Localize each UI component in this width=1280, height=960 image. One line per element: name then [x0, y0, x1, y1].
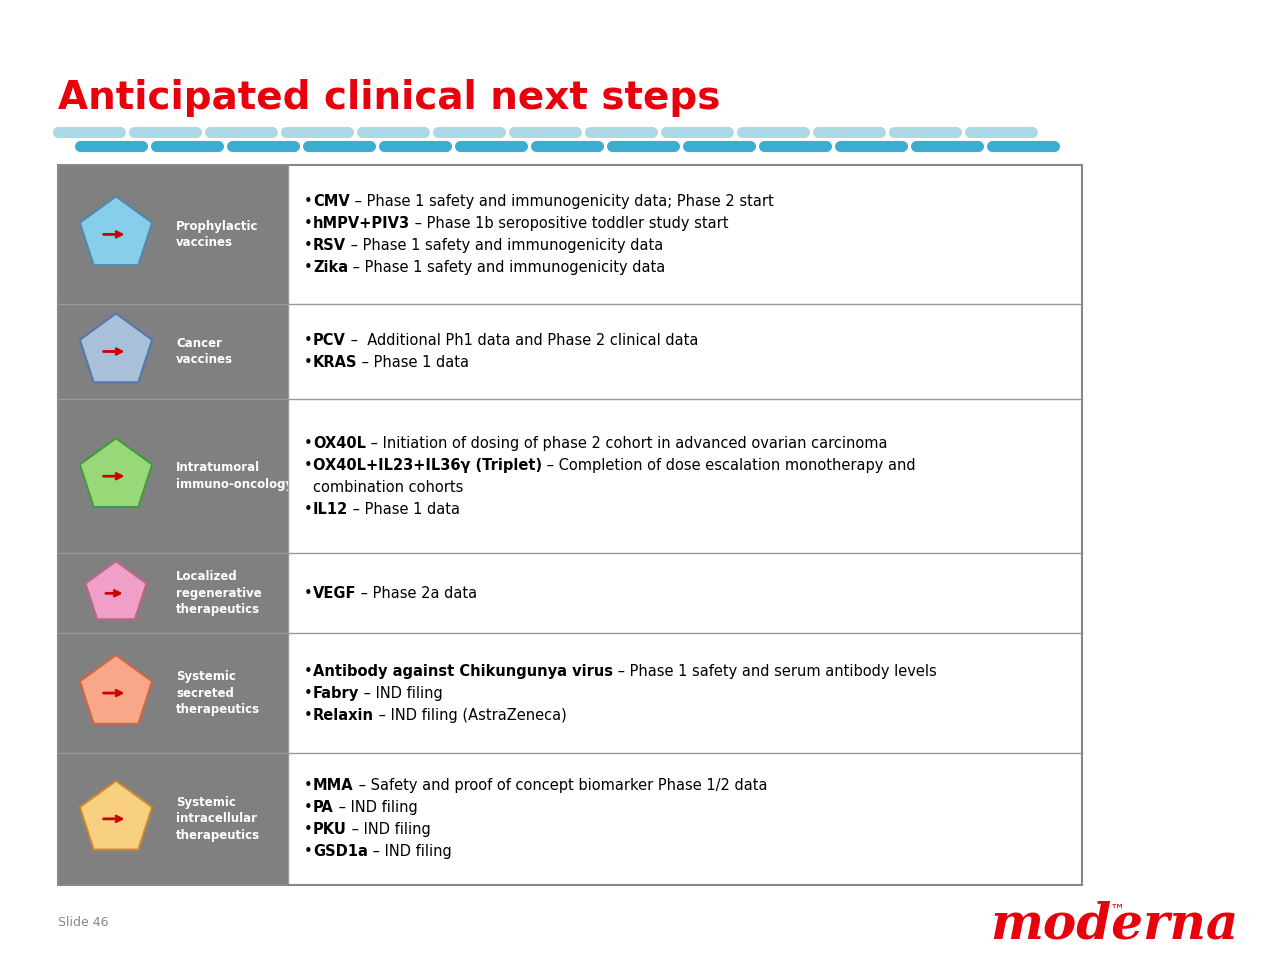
Text: •: •: [305, 458, 312, 472]
Text: •: •: [305, 216, 312, 231]
FancyBboxPatch shape: [58, 634, 288, 753]
Text: KRAS: KRAS: [312, 355, 357, 370]
Polygon shape: [79, 314, 152, 382]
Text: Anticipated clinical next steps: Anticipated clinical next steps: [58, 79, 721, 117]
Text: – IND filing: – IND filing: [360, 685, 443, 701]
Text: – Phase 1 safety and immunogenicity data: – Phase 1 safety and immunogenicity data: [346, 238, 663, 252]
Polygon shape: [79, 438, 152, 507]
Text: Slide 46: Slide 46: [58, 916, 109, 928]
Polygon shape: [79, 655, 152, 724]
FancyBboxPatch shape: [58, 553, 288, 634]
Text: Prophylactic
vaccines: Prophylactic vaccines: [177, 220, 259, 250]
Polygon shape: [79, 197, 152, 265]
Text: – IND filing: – IND filing: [367, 845, 452, 859]
Text: – Safety and proof of concept biomarker Phase 1/2 data: – Safety and proof of concept biomarker …: [353, 779, 767, 793]
Text: Cancer
vaccines: Cancer vaccines: [177, 337, 233, 367]
Polygon shape: [86, 562, 146, 619]
Text: IL12: IL12: [312, 502, 348, 516]
Text: •: •: [305, 238, 312, 252]
Text: hMPV+PIV3: hMPV+PIV3: [312, 216, 410, 231]
Text: VEGF: VEGF: [312, 586, 356, 601]
Text: •: •: [305, 355, 312, 370]
Text: Systemic
intracellular
therapeutics: Systemic intracellular therapeutics: [177, 796, 260, 842]
Text: •: •: [305, 845, 312, 859]
Text: – IND filing: – IND filing: [334, 801, 417, 815]
Text: PA: PA: [312, 801, 334, 815]
Text: •: •: [305, 779, 312, 793]
Text: •: •: [305, 260, 312, 275]
Text: Fabry: Fabry: [312, 685, 360, 701]
FancyBboxPatch shape: [58, 399, 288, 553]
Text: – IND filing: – IND filing: [347, 823, 430, 837]
Text: moderna: moderna: [989, 900, 1238, 949]
Text: – Phase 1 data: – Phase 1 data: [357, 355, 470, 370]
Text: – Phase 1 safety and immunogenicity data; Phase 2 start: – Phase 1 safety and immunogenicity data…: [349, 194, 773, 209]
FancyBboxPatch shape: [58, 165, 288, 303]
Text: Zika: Zika: [312, 260, 348, 275]
Text: – Phase 1 safety and serum antibody levels: – Phase 1 safety and serum antibody leve…: [613, 663, 937, 679]
Text: combination cohorts: combination cohorts: [312, 480, 463, 494]
Text: •: •: [305, 333, 312, 348]
FancyBboxPatch shape: [58, 303, 288, 399]
Text: – Phase 2a data: – Phase 2a data: [356, 586, 477, 601]
Text: PKU: PKU: [312, 823, 347, 837]
Text: Localized
regenerative
therapeutics: Localized regenerative therapeutics: [177, 570, 261, 616]
Text: RSV: RSV: [312, 238, 346, 252]
Text: OX40L+IL23+IL36γ (Triplet): OX40L+IL23+IL36γ (Triplet): [312, 458, 541, 472]
Text: Relaxin: Relaxin: [312, 708, 374, 723]
Text: •: •: [305, 801, 312, 815]
Text: Systemic
secreted
therapeutics: Systemic secreted therapeutics: [177, 670, 260, 716]
Text: •: •: [305, 708, 312, 723]
Text: – Initiation of dosing of phase 2 cohort in advanced ovarian carcinoma: – Initiation of dosing of phase 2 cohort…: [366, 436, 887, 450]
Text: CMV: CMV: [312, 194, 349, 209]
Text: •: •: [305, 194, 312, 209]
Text: •: •: [305, 663, 312, 679]
Text: MMA: MMA: [312, 779, 353, 793]
Text: •: •: [305, 823, 312, 837]
Text: Intratumoral
immuno-oncology: Intratumoral immuno-oncology: [177, 462, 293, 491]
Text: – IND filing (AstraZeneca): – IND filing (AstraZeneca): [374, 708, 567, 723]
Text: ™: ™: [1110, 902, 1125, 918]
Text: GSD1a: GSD1a: [312, 845, 367, 859]
FancyBboxPatch shape: [58, 165, 1082, 885]
FancyBboxPatch shape: [58, 753, 288, 885]
Text: PCV: PCV: [312, 333, 346, 348]
Text: – Phase 1 safety and immunogenicity data: – Phase 1 safety and immunogenicity data: [348, 260, 666, 275]
Text: •: •: [305, 586, 312, 601]
Text: – Completion of dose escalation monotherapy and: – Completion of dose escalation monother…: [541, 458, 915, 472]
Text: OX40L: OX40L: [312, 436, 366, 450]
Text: •: •: [305, 685, 312, 701]
Text: –  Additional Ph1 data and Phase 2 clinical data: – Additional Ph1 data and Phase 2 clinic…: [346, 333, 698, 348]
Text: Antibody against Chikungunya virus: Antibody against Chikungunya virus: [312, 663, 613, 679]
Text: – Phase 1b seropositive toddler study start: – Phase 1b seropositive toddler study st…: [410, 216, 728, 231]
Polygon shape: [79, 780, 152, 850]
Text: – Phase 1 data: – Phase 1 data: [348, 502, 461, 516]
Text: •: •: [305, 502, 312, 516]
Text: •: •: [305, 436, 312, 450]
